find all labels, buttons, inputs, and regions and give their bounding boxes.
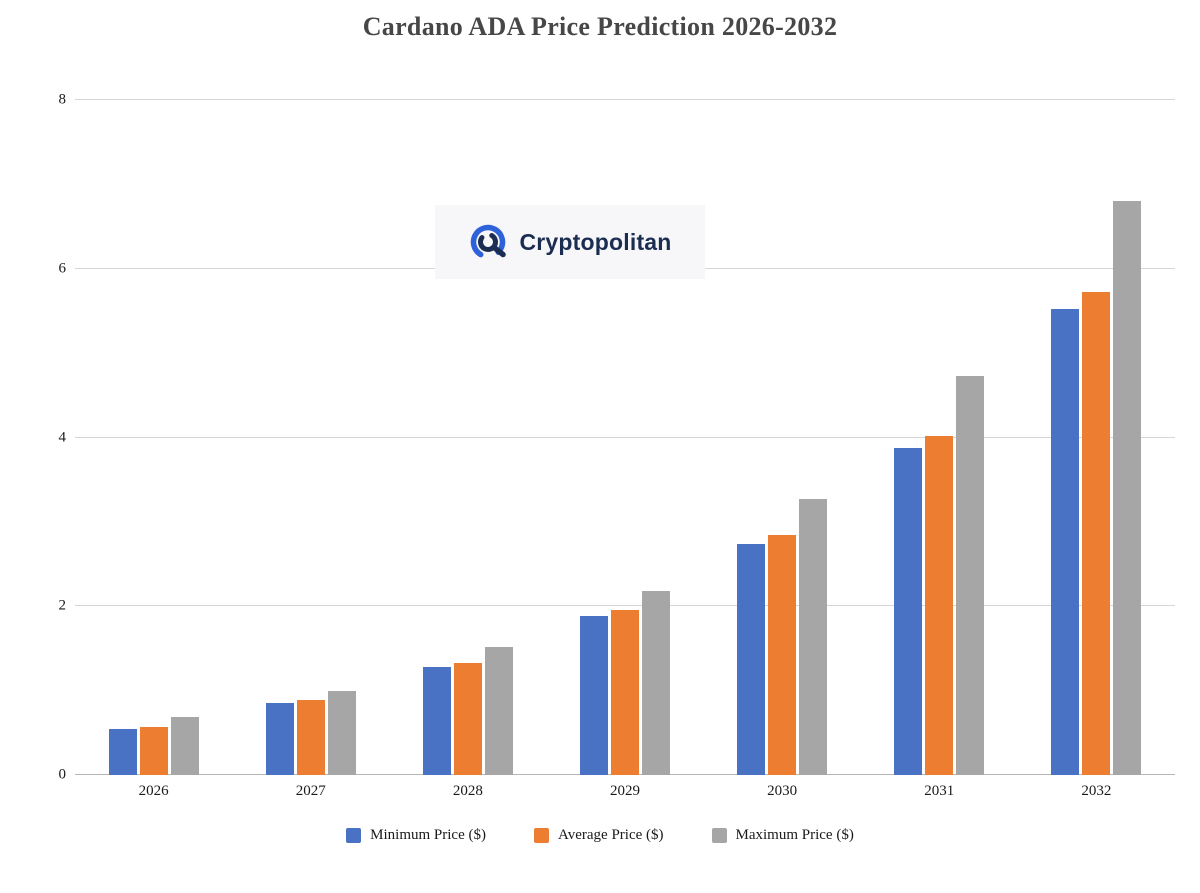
cryptopolitan-logo-icon bbox=[468, 222, 508, 262]
y-tick-label-8: 8 bbox=[58, 91, 67, 108]
gridline-8 bbox=[75, 99, 1175, 100]
bar-group-2031 bbox=[894, 100, 985, 775]
bar-group-cell-2031 bbox=[861, 100, 1018, 775]
bar-minimum-2028 bbox=[422, 667, 451, 775]
y-tick-label-0: 0 bbox=[58, 766, 67, 783]
y-tick-label-2: 2 bbox=[58, 597, 67, 614]
bar-group-cell-2030 bbox=[704, 100, 861, 775]
bar-maximum-2027 bbox=[327, 690, 356, 775]
x-tick-label-2032: 2032 bbox=[1081, 783, 1112, 799]
bar-average-2030 bbox=[768, 535, 797, 775]
chart-title: Cardano ADA Price Prediction 2026-2032 bbox=[362, 12, 838, 41]
bar-groups bbox=[75, 100, 1175, 775]
x-tick-label-2026: 2026 bbox=[138, 783, 169, 799]
legend-item-average: Average Price ($) bbox=[534, 827, 664, 844]
bar-minimum-2026 bbox=[108, 728, 137, 775]
bar-minimum-2031 bbox=[894, 447, 923, 775]
bar-minimum-2030 bbox=[737, 543, 766, 775]
bar-average-2032 bbox=[1082, 292, 1111, 775]
watermark: Cryptopolitan bbox=[435, 205, 705, 279]
bar-maximum-2029 bbox=[641, 591, 670, 775]
legend-label-minimum: Minimum Price ($) bbox=[370, 827, 486, 843]
x-axis: 2026 2027 2028 2029 2030 2031 2032 bbox=[75, 783, 1175, 800]
bar-average-2029 bbox=[610, 609, 639, 775]
bar-average-2031 bbox=[925, 435, 954, 775]
bar-group-2032 bbox=[1051, 100, 1142, 775]
bar-group-2030 bbox=[737, 100, 828, 775]
x-tick-label-2028: 2028 bbox=[452, 783, 483, 799]
bar-average-2027 bbox=[296, 699, 325, 775]
bar-group-cell-2027 bbox=[232, 100, 389, 775]
bar-maximum-2031 bbox=[956, 375, 985, 775]
bar-maximum-2030 bbox=[799, 499, 828, 775]
bar-average-2026 bbox=[139, 726, 168, 775]
bar-minimum-2029 bbox=[579, 616, 608, 775]
legend-swatch-minimum bbox=[346, 828, 362, 843]
bar-minimum-2027 bbox=[265, 703, 294, 775]
bar-group-2029 bbox=[579, 100, 670, 775]
bar-maximum-2032 bbox=[1113, 201, 1142, 775]
bar-group-cell-2028 bbox=[389, 100, 546, 775]
x-tick-label-2030: 2030 bbox=[767, 783, 798, 799]
bar-maximum-2026 bbox=[170, 716, 199, 775]
legend-swatch-maximum bbox=[711, 828, 727, 843]
plot-area: Cryptopolitan bbox=[75, 99, 1175, 775]
bar-group-2028 bbox=[422, 100, 513, 775]
bar-average-2028 bbox=[453, 662, 482, 775]
gridline-2 bbox=[75, 605, 1175, 607]
x-tick-label-2027: 2027 bbox=[295, 783, 326, 799]
gridline-4 bbox=[75, 436, 1175, 438]
x-tick-label-2031: 2031 bbox=[924, 783, 955, 799]
watermark-brand-text: Cryptopolitan bbox=[519, 228, 672, 255]
y-axis: 0 2 4 6 8 bbox=[30, 92, 67, 783]
legend-item-maximum: Maximum Price ($) bbox=[711, 827, 854, 844]
y-tick-label-4: 4 bbox=[58, 429, 67, 445]
y-tick-label-6: 6 bbox=[58, 260, 67, 277]
bar-minimum-2032 bbox=[1051, 309, 1080, 775]
x-tick-label-2029: 2029 bbox=[609, 783, 640, 799]
bar-maximum-2028 bbox=[484, 646, 513, 775]
legend-label-maximum: Maximum Price ($) bbox=[735, 827, 854, 843]
bar-group-cell-2029 bbox=[546, 100, 703, 775]
chart-legend: Minimum Price ($) Average Price ($) Maximu… bbox=[0, 827, 1200, 844]
bar-group-cell-2026 bbox=[75, 100, 232, 775]
bar-group-2027 bbox=[265, 100, 356, 775]
legend-label-average: Average Price ($) bbox=[558, 827, 664, 843]
legend-swatch-average bbox=[534, 828, 549, 843]
legend-item-minimum: Minimum Price ($) bbox=[346, 827, 486, 844]
bar-group-cell-2032 bbox=[1018, 100, 1175, 775]
bar-group-2026 bbox=[108, 100, 199, 775]
